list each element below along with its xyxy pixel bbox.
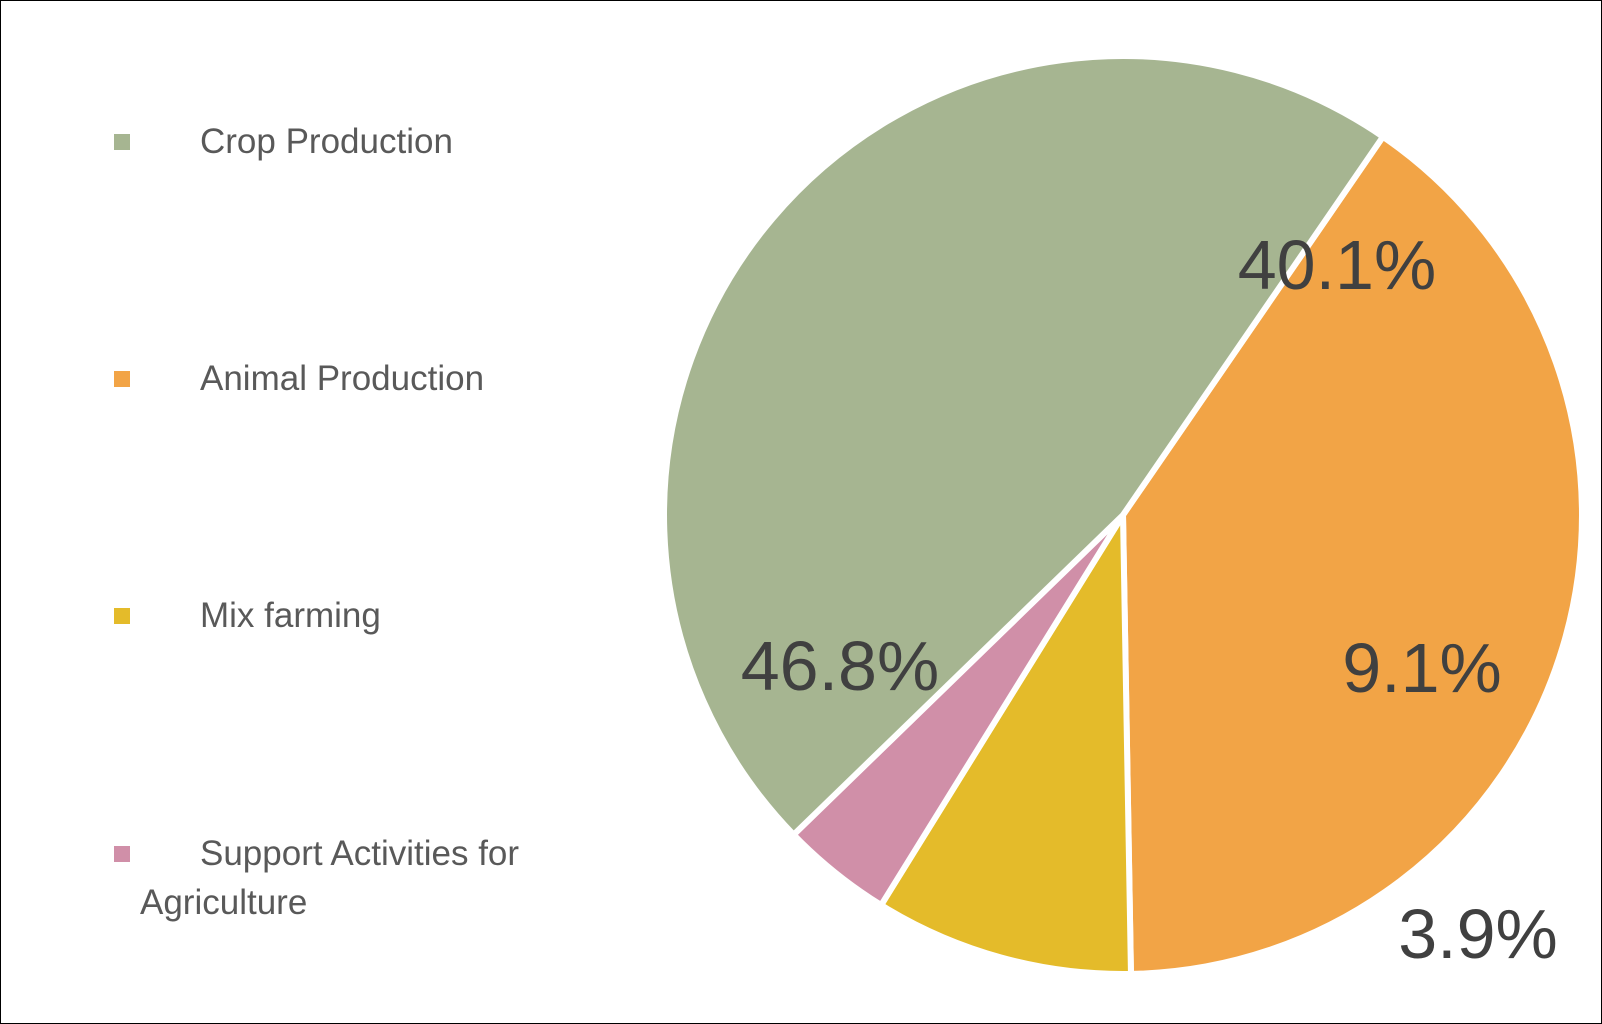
legend-entry-animal-production: Animal Production xyxy=(110,354,580,403)
pie-slice-mix-farming xyxy=(878,512,1134,977)
legend-entry-crop-production: Crop Production xyxy=(110,117,580,166)
legend-label-support-activities: Support Activities for Agriculture xyxy=(140,834,520,922)
legend-swatch-support-activities xyxy=(114,846,130,862)
legend-label-mix-farming: Mix farming xyxy=(200,596,381,635)
legend-entry-mix-farming: Mix farming xyxy=(110,591,580,640)
pie-slice-crop-production xyxy=(661,53,1386,838)
data-label-animal-production: 40.1% xyxy=(1238,226,1436,304)
data-label-crop-production: 46.8% xyxy=(741,627,939,705)
pie-slice-animal-production xyxy=(1120,133,1585,977)
legend-swatch-animal-production xyxy=(114,371,130,387)
legend-swatch-crop-production xyxy=(114,134,130,150)
legend-entry-support-activities: Support Activities for Agriculture xyxy=(110,829,580,927)
legend-label-crop-production: Crop Production xyxy=(200,122,453,161)
data-label-mix-farming: 9.1% xyxy=(1342,629,1502,707)
data-label-support-activities: 3.9% xyxy=(1398,895,1558,973)
legend-label-animal-production: Animal Production xyxy=(200,359,485,398)
legend-swatch-mix-farming xyxy=(114,608,130,624)
chart-legend: Crop Production Animal Production Mix fa… xyxy=(0,0,600,1022)
pie-data-labels: 46.8% 40.1% 9.1% 3.9% xyxy=(741,226,1558,973)
pie-slices xyxy=(661,53,1585,977)
